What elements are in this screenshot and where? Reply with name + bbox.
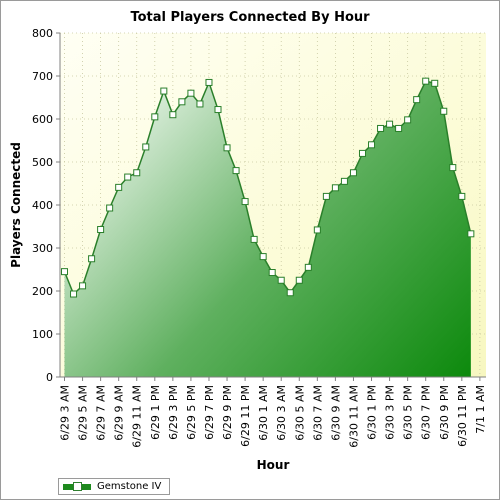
y-tick-label: 500	[32, 156, 53, 169]
series-line	[63, 80, 472, 296]
data-point	[151, 113, 159, 121]
y-tick-label: 600	[32, 113, 53, 126]
data-point	[368, 141, 376, 149]
y-tick-label: 400	[32, 199, 53, 212]
data-point	[277, 276, 285, 284]
x-tick-label: 6/30 1 AM	[257, 385, 270, 441]
data-point	[61, 268, 68, 276]
x-tick-label: 6/29 3 AM	[59, 385, 72, 441]
y-tick-labels: 0 100 200 300 400 500 600 700 800	[32, 27, 60, 384]
series-markers	[61, 77, 475, 298]
data-point	[386, 120, 394, 128]
y-tick-label: 700	[32, 70, 53, 83]
data-point	[232, 167, 240, 175]
data-point	[340, 177, 348, 185]
data-point	[142, 143, 150, 151]
x-tick-labels: 6/29 3 AM 6/29 5 AM 6/29 7 AM 6/29 9 AM 6/29…	[59, 377, 487, 448]
data-point	[458, 192, 466, 200]
data-point	[259, 253, 267, 261]
series-area	[64, 81, 471, 377]
data-point	[331, 184, 339, 192]
data-point	[250, 235, 258, 243]
data-point	[349, 169, 357, 177]
x-tick-label: 6/29 7 AM	[95, 385, 108, 441]
y-tick-label: 300	[32, 242, 53, 255]
data-point	[304, 263, 312, 271]
x-tick-label: 6/29 9 AM	[113, 385, 126, 441]
x-tick-label: 6/30 7 PM	[420, 385, 433, 440]
x-tick-label: 6/30 11 PM	[456, 385, 469, 447]
data-point	[124, 173, 132, 181]
data-point	[88, 255, 96, 263]
x-tick-label: 6/30 9 AM	[329, 385, 342, 441]
x-tick-label: 6/29 9 PM	[221, 385, 234, 440]
x-tick-label: 6/29 5 AM	[77, 385, 90, 441]
y-tick-label: 200	[32, 285, 53, 298]
x-tick-label: 6/29 1 PM	[149, 385, 162, 440]
chart-title: Total Players Connected By Hour	[130, 10, 370, 25]
legend-label: Gemstone IV	[97, 481, 162, 492]
data-point	[196, 100, 204, 108]
data-point	[214, 106, 222, 114]
x-tick-label: 6/30 7 AM	[311, 385, 324, 441]
x-tick-label: 6/30 3 AM	[275, 385, 288, 441]
data-point	[70, 290, 78, 298]
data-point	[431, 79, 439, 87]
data-point	[187, 89, 195, 97]
y-axis-label: Players Connected	[9, 142, 23, 268]
data-point	[422, 77, 430, 85]
x-tick-label: 6/30 1 PM	[366, 385, 379, 440]
x-axis-label: Hour	[257, 458, 290, 472]
x-tick-label: 6/29 11 AM	[131, 385, 144, 448]
x-tick-label: 6/30 5 AM	[293, 385, 306, 441]
data-point	[295, 276, 303, 284]
x-tick-label: 6/30 11 AM	[347, 385, 360, 448]
data-point	[160, 87, 168, 95]
data-point	[205, 78, 213, 86]
data-point	[115, 183, 123, 191]
x-tick-label: 6/30 9 PM	[438, 385, 451, 440]
legend-swatch	[63, 481, 91, 492]
y-tick-label: 800	[32, 27, 53, 40]
data-point	[286, 289, 294, 297]
x-tick-label: 6/29 5 PM	[185, 385, 198, 440]
data-point	[440, 107, 448, 115]
x-tick-label: 6/30 3 PM	[384, 385, 397, 440]
data-point	[133, 169, 141, 177]
data-point	[413, 96, 421, 104]
data-point	[377, 124, 385, 132]
legend: Gemstone IV	[58, 478, 171, 495]
data-point	[322, 192, 330, 200]
x-tick-label: 6/30 5 PM	[402, 385, 415, 440]
data-point	[79, 282, 87, 290]
data-point	[97, 226, 105, 234]
data-point	[178, 98, 186, 106]
data-point	[467, 230, 475, 238]
data-point	[404, 116, 412, 124]
data-point	[223, 144, 231, 152]
data-point	[169, 111, 177, 119]
x-tick-label: 6/29 11 PM	[239, 385, 252, 447]
data-point	[449, 164, 457, 172]
y-tick-label: 0	[46, 371, 53, 384]
y-tick-label: 100	[32, 328, 53, 341]
data-point	[358, 149, 366, 157]
data-point	[268, 269, 276, 277]
data-point	[106, 204, 114, 212]
data-point	[395, 124, 403, 132]
data-point	[313, 226, 321, 234]
x-tick-label: 7/1 1 AM	[474, 385, 487, 434]
data-point	[241, 198, 249, 206]
x-tick-label: 6/29 7 PM	[203, 385, 216, 440]
x-tick-label: 6/29 3 PM	[167, 385, 180, 440]
